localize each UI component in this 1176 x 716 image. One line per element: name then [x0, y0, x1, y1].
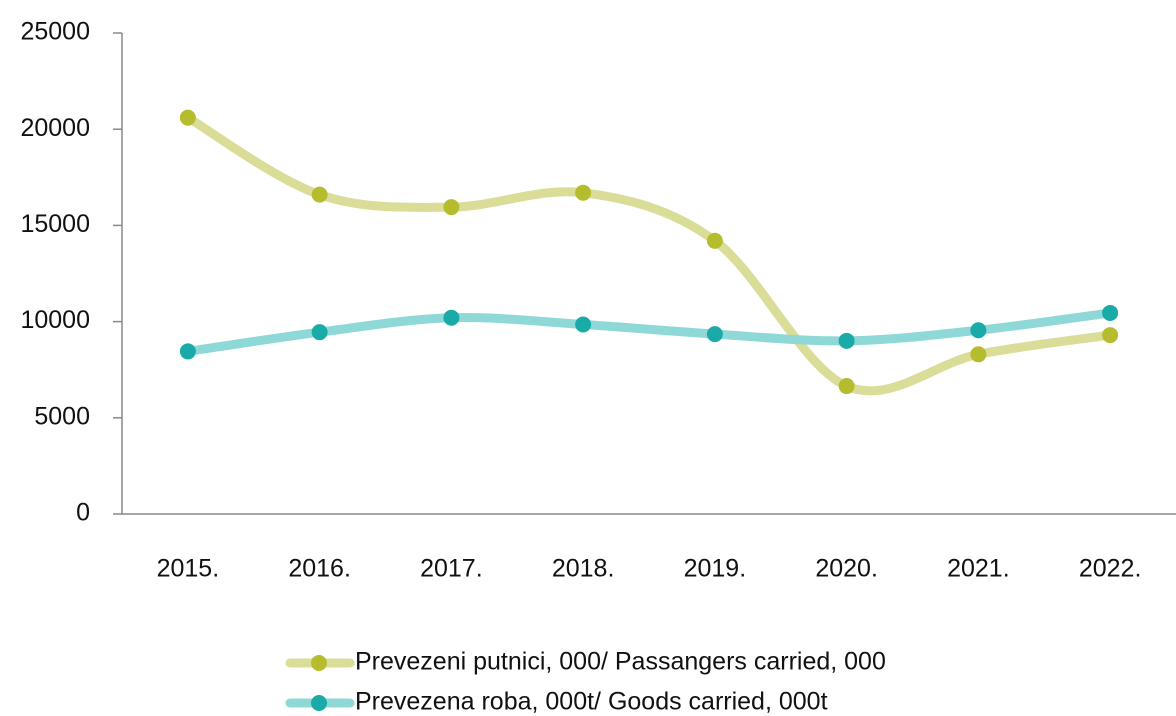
- legend-marker: [311, 695, 327, 711]
- x-tick-label: 2020.: [815, 555, 878, 583]
- data-point: [838, 378, 855, 395]
- legend-label: Prevezena roba, 000t/ Goods carried, 000…: [355, 688, 828, 716]
- series-line: [183, 113, 1115, 396]
- data-point: [970, 346, 987, 363]
- data-point: [1102, 304, 1119, 321]
- y-tick-label: 0: [76, 499, 90, 527]
- x-tick-label: 2022.: [1079, 555, 1142, 583]
- data-point: [575, 184, 592, 201]
- y-tick-label: 15000: [20, 210, 90, 238]
- y-tick-label: 20000: [20, 114, 90, 142]
- data-point: [970, 322, 987, 339]
- series-line: [183, 308, 1115, 356]
- data-point: [706, 326, 723, 343]
- y-tick-label: 25000: [20, 18, 90, 46]
- data-point: [179, 343, 196, 360]
- y-tick-label: 10000: [20, 306, 90, 334]
- x-tick-label: 2018.: [552, 555, 615, 583]
- data-point: [443, 199, 460, 216]
- y-tick-label: 5000: [34, 402, 90, 430]
- data-point: [706, 232, 723, 249]
- legend-marker: [311, 655, 327, 671]
- data-point: [443, 309, 460, 326]
- data-point: [838, 332, 855, 349]
- data-point: [575, 316, 592, 333]
- data-point: [179, 109, 196, 126]
- data-point: [311, 324, 328, 341]
- legend-label: Prevezeni putnici, 000/ Passangers carri…: [355, 648, 886, 676]
- x-tick-label: 2017.: [420, 555, 483, 583]
- x-tick-label: 2015.: [157, 555, 220, 583]
- x-tick-label: 2019.: [684, 555, 747, 583]
- x-tick-label: 2021.: [947, 555, 1010, 583]
- x-tick-label: 2016.: [288, 555, 351, 583]
- data-point: [1102, 327, 1119, 344]
- data-point: [311, 186, 328, 203]
